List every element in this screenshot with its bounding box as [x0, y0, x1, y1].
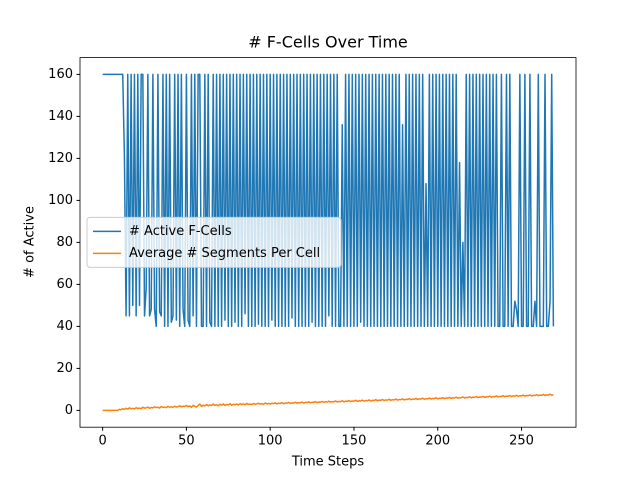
y-tick-label: 60	[56, 277, 73, 292]
x-tick-label: 200	[425, 434, 450, 449]
legend-label: Average # Segments Per Cell	[129, 246, 320, 261]
data-line	[102, 73, 555, 328]
x-tick-label: 50	[178, 434, 195, 449]
y-tick-label: 80	[56, 235, 73, 250]
data-line	[102, 393, 554, 412]
x-tick-label: 0	[98, 434, 106, 449]
y-tick-label: 20	[56, 361, 73, 376]
x-tick-label: 100	[258, 434, 283, 449]
y-tick-label: 100	[48, 193, 73, 208]
y-tick-label: 0	[65, 403, 73, 418]
x-tick-label: 150	[342, 434, 367, 449]
y-tick-label: 40	[56, 319, 73, 334]
plot-frame	[79, 57, 577, 428]
y-tick-label: 160	[48, 67, 73, 82]
x-axis-label: Time Steps	[291, 455, 365, 470]
y-axis-label: # of Active	[23, 206, 38, 278]
y-tick-label: 120	[48, 151, 73, 166]
legend-label: # Active F-Cells	[129, 224, 232, 239]
chart-title: # F-Cells Over Time	[248, 33, 408, 52]
legend-box	[86, 216, 342, 268]
y-tick-label: 140	[48, 109, 73, 124]
x-tick-label: 250	[509, 434, 534, 449]
